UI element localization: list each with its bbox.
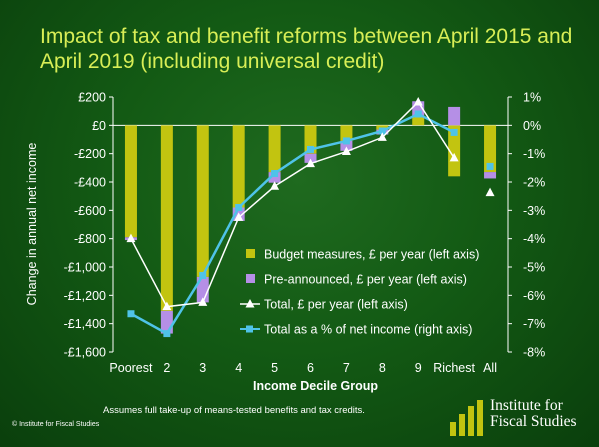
pct-series-point — [199, 272, 207, 279]
total-series-point — [234, 212, 244, 221]
legend-label: Pre-announced, £ per year (left axis) — [264, 273, 467, 287]
y-tick-label-left: £0 — [92, 119, 106, 133]
y-tick-label-right: -7% — [523, 317, 545, 331]
bar-preannounced — [448, 106, 461, 126]
y-tick-label-right: -3% — [523, 204, 545, 218]
total-series-point — [413, 96, 423, 106]
y-tick-label-right: 0% — [523, 119, 541, 133]
bar-budget — [412, 116, 425, 126]
x-tick-label: 2 — [163, 361, 170, 375]
bar-preannounced — [268, 172, 281, 183]
total-series-point — [198, 297, 208, 306]
y-tick-label-right: -8% — [523, 346, 545, 360]
pct-series-point — [163, 330, 171, 338]
pct-series-point — [342, 137, 350, 145]
x-tick-label: Poorest — [109, 361, 153, 375]
x-tick-label: 5 — [271, 361, 278, 375]
legend-swatch — [246, 274, 255, 283]
pct-series-point — [378, 127, 386, 135]
pct-series-point — [307, 145, 314, 153]
total-series-point — [341, 146, 351, 156]
total-series-line — [130, 100, 455, 308]
y-tick-label-right: 1% — [523, 91, 541, 105]
y-tick-label-right: -4% — [523, 232, 545, 246]
logo-text: Institute for Fiscal Studies — [490, 398, 577, 430]
x-tick-label: 9 — [415, 361, 422, 375]
bar-budget — [376, 125, 389, 130]
bar-budget — [232, 125, 245, 208]
bar-budget — [160, 125, 173, 311]
pct-series-point — [235, 204, 243, 211]
x-tick-label: All — [483, 361, 497, 375]
ifs-logo: Institute for Fiscal Studies — [446, 396, 596, 440]
bar-preannounced — [340, 140, 353, 151]
total-series-point — [270, 181, 280, 190]
bar-budget — [448, 125, 461, 177]
legend-swatch — [245, 299, 255, 308]
total-series-point — [377, 132, 387, 141]
y-axis-label: Change in annual net income — [25, 143, 39, 306]
copyright-text: © Institute for Fiscal Studies — [12, 421, 100, 428]
logo-line-1: Institute for — [490, 397, 563, 414]
total-series-point — [449, 152, 459, 162]
logo-line-2: Fiscal Studies — [490, 413, 577, 430]
y-tick-label-left: -£1,000 — [64, 261, 106, 275]
total-series-point — [162, 301, 172, 311]
x-tick-label: 8 — [379, 361, 386, 375]
total-series-point — [126, 233, 136, 243]
logo-bars-icon — [450, 400, 483, 436]
bar-budget — [340, 125, 353, 141]
legend-swatch — [246, 249, 255, 258]
y-tick-label-right: -1% — [523, 147, 545, 161]
x-axis-label: Income Decile Group — [253, 379, 378, 393]
y-tick-label-left: -£800 — [74, 232, 106, 246]
x-tick-label: 3 — [199, 361, 206, 375]
legend-swatch — [246, 325, 253, 333]
bar-budget — [484, 125, 497, 173]
bar-budget — [268, 125, 281, 173]
y-tick-label-right: -5% — [523, 261, 545, 275]
pct-series-point — [414, 110, 422, 118]
bar-preannounced — [304, 153, 317, 163]
legend-label: Total, £ per year (left axis) — [264, 298, 408, 312]
pct-series-point — [271, 170, 279, 177]
x-tick-label: 7 — [343, 361, 350, 375]
bar-budget — [196, 125, 209, 277]
total-series-point — [485, 187, 495, 197]
x-tick-label: Richest — [433, 361, 475, 375]
bar-budget — [124, 125, 137, 238]
y-tick-label-right: -6% — [523, 289, 545, 303]
y-tick-label-left: -£1,200 — [64, 289, 106, 303]
y-tick-label-left: -£200 — [74, 147, 106, 161]
y-tick-label-right: -2% — [523, 176, 545, 190]
footnote: Assumes full take-up of means-tested ben… — [103, 405, 365, 416]
pct-series-point — [450, 128, 458, 136]
legend-label: Total as a % of net income (right axis) — [264, 323, 472, 337]
x-tick-label: 6 — [307, 361, 314, 375]
y-tick-label-left: £200 — [78, 91, 106, 105]
chart-title: Impact of tax and benefit reforms betwee… — [40, 25, 573, 73]
y-tick-label-left: -£1,400 — [64, 317, 106, 331]
y-tick-label-left: -£1,600 — [64, 346, 106, 360]
legend-label: Budget measures, £ per year (left axis) — [264, 248, 479, 262]
y-tick-label-left: -£400 — [74, 176, 106, 190]
pct-series-point — [127, 310, 135, 318]
bar-preannounced — [484, 172, 497, 179]
y-tick-label-left: -£600 — [74, 204, 106, 218]
pct-series-point — [486, 162, 494, 170]
x-tick-label: 4 — [235, 361, 242, 375]
total-series-point — [306, 158, 315, 168]
